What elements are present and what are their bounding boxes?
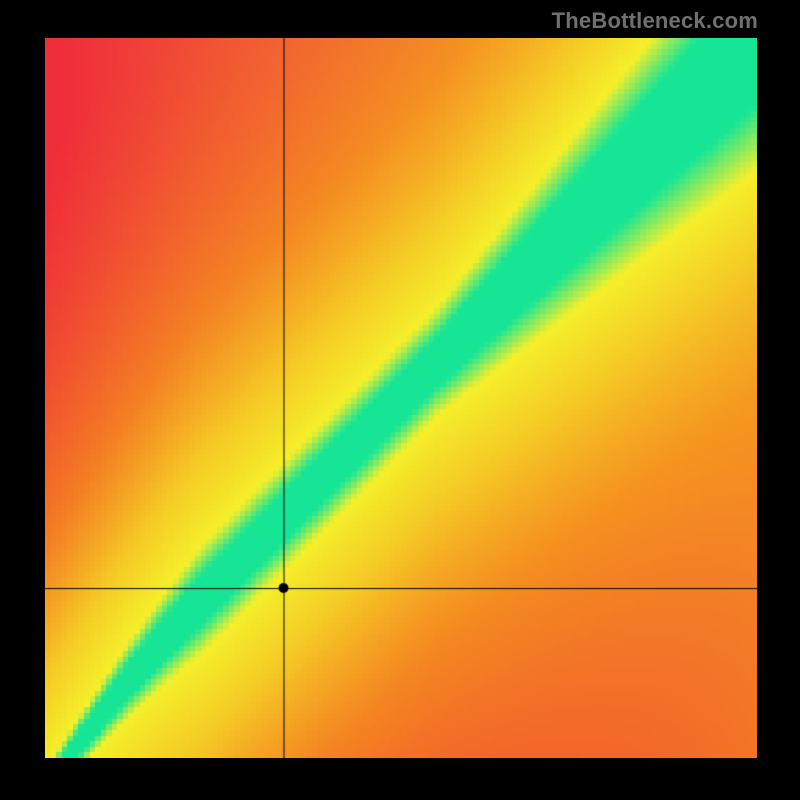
chart-container: TheBottleneck.com: [0, 0, 800, 800]
heatmap-plot-area: [45, 38, 757, 758]
crosshair-overlay: [45, 38, 757, 758]
watermark-text: TheBottleneck.com: [552, 8, 758, 34]
